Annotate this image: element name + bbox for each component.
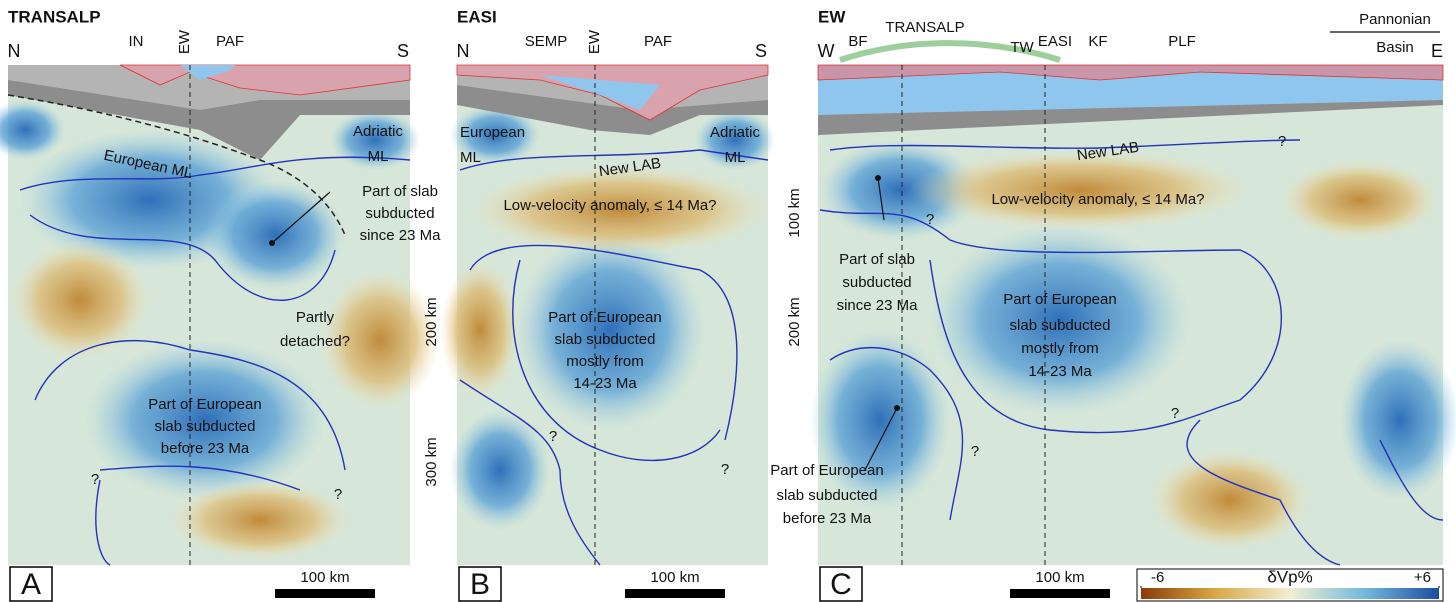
panel-title: EW — [818, 7, 846, 26]
surface-label: PAF — [644, 33, 672, 50]
figure: TRANSALPNSINEWPAFEuropean MLAdriaticMLPa… — [0, 0, 1456, 602]
depth-label: 100 km — [786, 188, 803, 237]
scale-label: 100 km — [300, 569, 349, 586]
surface-label: PLF — [1168, 33, 1196, 50]
colorbar-tick-label: +6 — [1414, 569, 1431, 586]
annotation: mostly from — [1021, 340, 1099, 357]
end-label: W — [818, 41, 835, 61]
annotation: ? — [926, 211, 934, 228]
scale-bar — [275, 589, 375, 598]
end-label: E — [1431, 41, 1443, 61]
panel-letter: C — [830, 568, 852, 601]
annotation: Part of European — [148, 396, 261, 413]
depth-label: 300 km — [423, 437, 440, 486]
depth-label: 200 km — [786, 297, 803, 346]
annotation: Part of European — [1003, 291, 1116, 308]
annotation: ? — [971, 443, 979, 460]
end-label: N — [8, 41, 21, 61]
scale-label: 100 km — [1035, 569, 1084, 586]
surface-label: SEMP — [525, 33, 568, 50]
annotation: since 23 Ma — [837, 297, 919, 314]
surface-label: EW — [176, 29, 193, 54]
annotation: Adriatic — [353, 123, 404, 140]
end-label: S — [397, 41, 409, 61]
panel-letter: A — [21, 568, 41, 601]
annotation: before 23 Ma — [161, 440, 250, 457]
annotation: Part of slab — [362, 183, 438, 200]
annotation: Part of European — [770, 462, 883, 479]
annotation: Part of slab — [839, 251, 915, 268]
annotation: slab subducted — [1010, 317, 1111, 334]
scale-bar — [1010, 589, 1110, 598]
annotation: ML — [460, 149, 481, 166]
annotation: European — [460, 124, 525, 141]
annotation: slab subducted — [555, 331, 656, 348]
annotation: detached? — [280, 333, 350, 350]
annotation: Low-velocity anomaly, ≤ 14 Ma? — [991, 191, 1204, 208]
annotation: Low-velocity anomaly, ≤ 14 Ma? — [503, 197, 716, 214]
annotation: Part of European — [548, 309, 661, 326]
colorbar-tick-label: -6 — [1151, 569, 1164, 586]
end-label: S — [755, 41, 767, 61]
annotation: Partly — [296, 309, 335, 326]
annotation: Adriatic — [710, 124, 761, 141]
annotation: ? — [1171, 405, 1179, 422]
annotation: slab subducted — [155, 418, 256, 435]
annotation: ? — [1278, 133, 1286, 150]
panel-title: TRANSALP — [8, 7, 101, 26]
surface-label: PAF — [216, 33, 244, 50]
annotation: subducted — [842, 274, 911, 291]
annotation: 14-23 Ma — [573, 375, 637, 392]
scale-label: 100 km — [650, 569, 699, 586]
annotation: Pannonian — [1359, 11, 1431, 28]
surface-label: IN — [129, 33, 144, 50]
annotation: ? — [91, 471, 99, 488]
panel-letter: B — [470, 568, 490, 601]
annotation: ML — [368, 148, 389, 165]
annotation: ? — [549, 428, 557, 445]
surface-label: BF — [848, 33, 867, 50]
surface-label: KF — [1088, 33, 1107, 50]
surface-label: TW — [1010, 39, 1034, 56]
colorbar — [1141, 588, 1439, 599]
panel-title: EASI — [457, 7, 497, 26]
depth-label: 200 km — [423, 297, 440, 346]
annotation: 14-23 Ma — [1028, 363, 1092, 380]
annotation: ML — [725, 149, 746, 166]
annotation: mostly from — [566, 353, 644, 370]
scale-bar — [625, 589, 725, 598]
colorbar-label: δVp% — [1267, 567, 1312, 586]
surface-label: TRANSALP — [885, 19, 964, 36]
annotation: ? — [334, 486, 342, 503]
annotation: ? — [721, 461, 729, 478]
end-label: N — [457, 41, 470, 61]
annotation: slab subducted — [777, 487, 878, 504]
surface-label: EASI — [1038, 33, 1072, 50]
annotation: subducted — [365, 205, 434, 222]
tomography-sections — [0, 32, 1456, 565]
annotation: since 23 Ma — [360, 227, 442, 244]
surface-label: EW — [586, 29, 603, 54]
annotation: Basin — [1376, 39, 1414, 56]
annotation: before 23 Ma — [783, 510, 872, 527]
